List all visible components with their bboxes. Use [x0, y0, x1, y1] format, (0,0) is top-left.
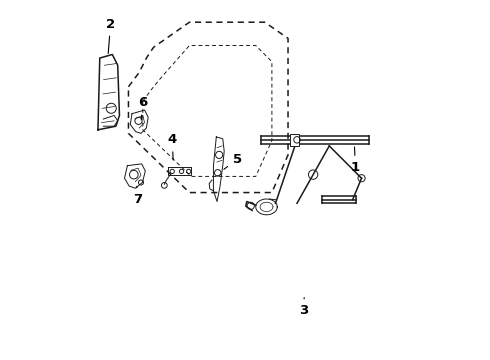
Text: 6: 6 [138, 96, 147, 120]
Text: 5: 5 [224, 153, 242, 169]
FancyBboxPatch shape [290, 134, 299, 146]
Text: 7: 7 [133, 186, 142, 206]
Text: 4: 4 [168, 133, 177, 160]
Text: 3: 3 [299, 298, 308, 318]
Text: 1: 1 [351, 147, 360, 174]
Text: 2: 2 [106, 18, 115, 54]
